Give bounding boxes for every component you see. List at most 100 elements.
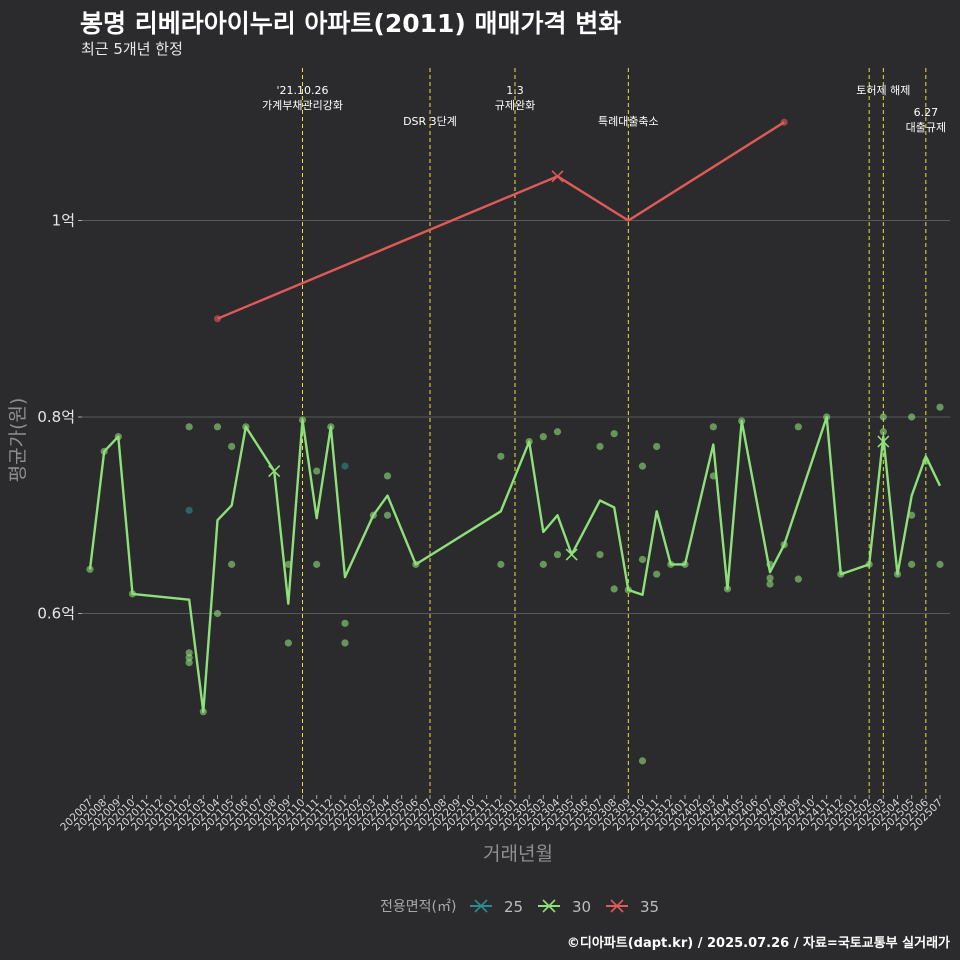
legend-swatch-cross-35	[610, 899, 624, 913]
point-30-29	[539, 433, 547, 441]
point-30-4	[185, 423, 193, 431]
point-30-21	[341, 639, 349, 647]
series-points	[86, 118, 944, 765]
point-30-59	[879, 428, 887, 436]
point-30-22	[369, 511, 377, 519]
grid-lines	[82, 220, 950, 614]
point-30-24	[383, 511, 392, 519]
legend-swatch-cross-25	[474, 899, 488, 913]
y-axis: 0.6억 0.8억 1억	[37, 212, 82, 623]
annotation-5-0: 토허제 해제	[856, 83, 910, 97]
point-30-12	[228, 560, 236, 568]
point-30-18	[313, 560, 321, 568]
annotation-0-0: '21.10.26	[276, 84, 328, 97]
point-30-62	[908, 511, 916, 519]
point-30-36	[610, 585, 618, 593]
point-30-48	[738, 417, 746, 425]
point-30-10	[213, 609, 222, 618]
point-30-54	[794, 575, 802, 583]
point-30-27	[497, 560, 505, 568]
cross-30-2	[877, 435, 890, 448]
series-line-35	[217, 121, 785, 320]
point-30-3	[128, 590, 137, 598]
y-axis-title: 평균가(원)	[7, 398, 29, 483]
point-30-64	[922, 457, 930, 465]
annotation-2-1: 규제완화	[495, 99, 535, 112]
legend: 전용면적(㎡) 25 30 35	[380, 898, 659, 916]
legend-label-35: 35	[640, 898, 659, 916]
point-30-28	[525, 437, 533, 446]
point-30-34	[596, 550, 604, 559]
point-30-1	[100, 447, 108, 455]
point-30-9	[213, 423, 222, 431]
chart-subtitle: 최근 5개년 한정	[81, 40, 183, 58]
point-30-15	[284, 639, 292, 647]
point-30-47	[723, 585, 732, 593]
x-axis-title: 거래년월	[483, 843, 553, 865]
legend-title: 전용면적(㎡)	[380, 899, 456, 915]
point-30-58	[879, 413, 887, 421]
point-30-49	[766, 574, 774, 582]
cross-30-1	[565, 548, 578, 561]
point-25-1	[341, 462, 349, 470]
point-30-53	[794, 423, 802, 431]
point-30-65	[936, 403, 944, 411]
annotation-1-0: DSR 3단계	[403, 115, 457, 128]
annotation-3-0: 특례대출축소	[598, 115, 659, 128]
point-30-26	[497, 452, 505, 460]
point-30-30	[539, 560, 547, 568]
point-30-37	[624, 586, 632, 594]
annotation-2-0: 1.3	[506, 84, 524, 97]
point-30-38	[638, 462, 647, 470]
point-30-17	[313, 467, 321, 475]
point-30-61	[908, 413, 916, 421]
point-30-63	[908, 560, 916, 568]
cross-35-0	[551, 170, 564, 183]
point-30-43	[667, 560, 675, 568]
point-30-20	[341, 619, 349, 627]
point-30-56	[837, 570, 845, 578]
legend-label-25: 25	[504, 898, 523, 916]
point-25-0	[185, 506, 193, 514]
point-30-33	[596, 442, 604, 451]
point-30-50	[766, 580, 774, 588]
point-30-8	[199, 708, 207, 716]
point-30-60	[893, 570, 902, 578]
point-30-23	[383, 472, 392, 480]
point-30-41	[653, 442, 661, 451]
point-30-0	[86, 565, 94, 573]
point-30-57	[865, 560, 873, 568]
chart-title: 봉명 리베라아이누리 아파트(2011) 매매가격 변화	[80, 9, 622, 38]
point-30-2	[114, 433, 122, 441]
point-30-40	[638, 757, 647, 765]
point-30-11	[228, 442, 236, 451]
point-30-16	[298, 416, 307, 424]
y-tick-label-2: 1억	[52, 212, 75, 230]
point-30-51	[766, 560, 774, 568]
y-tick-label-0: 0.6억	[37, 605, 75, 623]
chart-caption: ©디아파트(dapt.kr) / 2025.07.26 / 자료=국토교통부 실…	[566, 936, 950, 951]
point-30-45	[709, 423, 717, 431]
point-30-55	[823, 413, 831, 421]
point-30-35	[610, 430, 618, 438]
annotation-6-0: 6.27	[914, 106, 939, 119]
annotation-0-1: 가계부채관리강화	[262, 99, 343, 112]
annotation-6-1: 대출규제	[906, 121, 946, 134]
point-30-14	[284, 560, 292, 568]
point-30-13	[242, 423, 250, 431]
point-30-7	[185, 659, 193, 667]
point-30-42	[653, 570, 661, 578]
point-30-46	[709, 472, 717, 480]
point-30-39	[638, 555, 647, 564]
point-30-52	[780, 541, 788, 549]
point-30-32	[553, 550, 562, 559]
legend-swatch-cross-30	[542, 899, 556, 913]
legend-label-30: 30	[572, 898, 591, 916]
point-30-25	[412, 560, 420, 568]
x-axis: 2020072020082020092020102020112020122021…	[58, 795, 945, 833]
point-30-19	[327, 423, 335, 431]
point-35-1	[780, 118, 788, 126]
point-30-44	[681, 560, 689, 568]
